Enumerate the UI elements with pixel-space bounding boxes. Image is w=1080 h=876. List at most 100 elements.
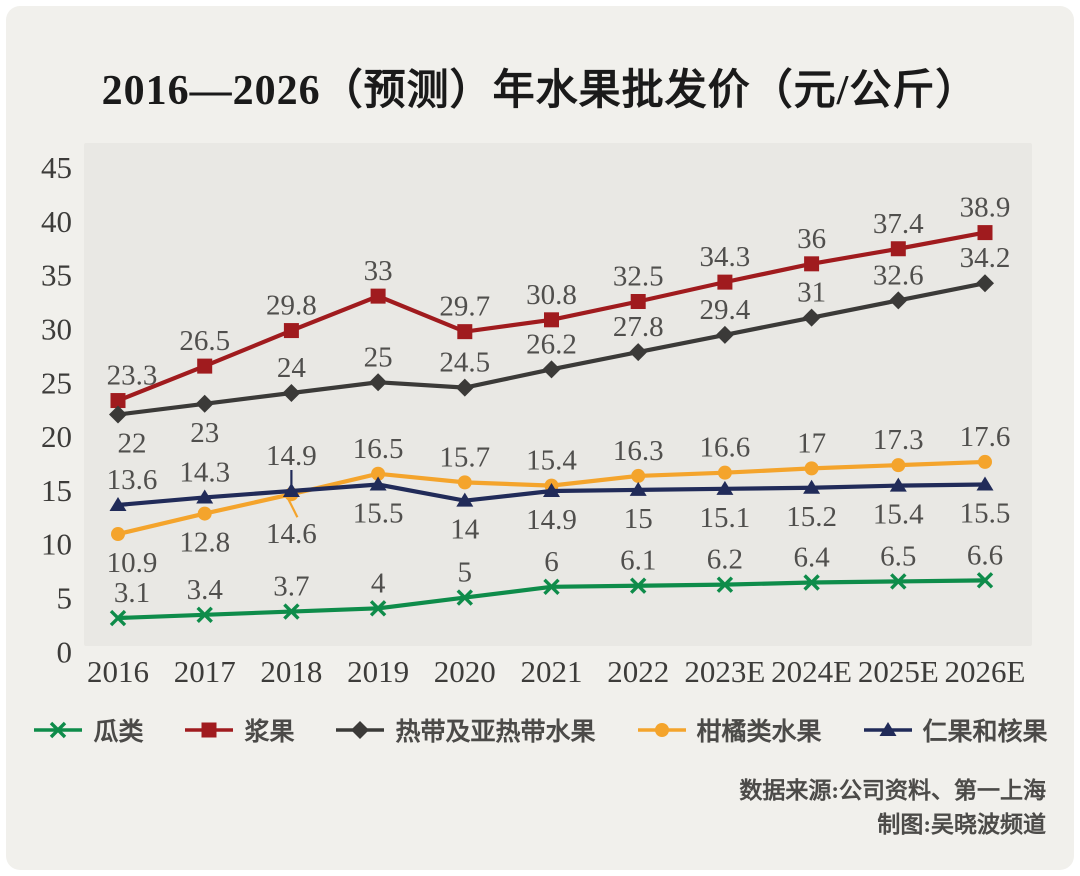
data-point-label: 12.8 xyxy=(179,527,230,559)
data-point-label: 27.8 xyxy=(613,311,664,343)
legend-marker-triangle-icon xyxy=(863,722,912,736)
data-point-label: 13.6 xyxy=(107,464,158,496)
data-point-label: 6.1 xyxy=(620,545,656,577)
data-point-label: 16.3 xyxy=(613,435,664,467)
data-point-marker-triangle xyxy=(803,479,821,494)
data-point-label: 24.5 xyxy=(439,347,490,379)
legend-marker-x-icon xyxy=(34,721,83,739)
data-point-marker-square xyxy=(370,288,386,304)
chart-legend: 瓜类 浆果 热带及亚热带水果 柑橘类水果 仁果和核果 xyxy=(0,712,1080,748)
data-point-marker-square xyxy=(201,722,217,738)
data-point-label: 32.5 xyxy=(613,261,664,293)
data-point-label: 34.3 xyxy=(700,241,751,273)
x-axis-tick-label: 2017 xyxy=(174,654,236,689)
data-point-marker-x xyxy=(109,609,127,627)
data-point-marker-circle xyxy=(371,466,386,481)
data-point-label: 6 xyxy=(544,546,559,578)
y-axis-tick-label: 0 xyxy=(57,634,73,669)
data-point-label: 6.4 xyxy=(793,541,830,573)
data-point-label: 3.7 xyxy=(273,571,309,603)
data-point-marker-diamond xyxy=(889,291,908,310)
data-point-label: 14 xyxy=(450,514,480,546)
y-axis-tick-label: 15 xyxy=(41,473,72,508)
data-point-marker-circle xyxy=(111,527,125,542)
legend-label: 热带及亚热带水果 xyxy=(395,719,596,746)
data-point-label: 15.1 xyxy=(700,502,751,534)
data-point-marker-x xyxy=(283,603,300,620)
data-point-marker-circle xyxy=(654,723,669,737)
x-axis-tick-label: 2026E xyxy=(945,654,1026,689)
data-point-label: 17 xyxy=(797,427,826,459)
x-axis-tick-label: 2021 xyxy=(521,654,583,689)
x-axis-tick-label: 2025E xyxy=(858,654,939,689)
data-point-marker-triangle xyxy=(879,722,897,736)
source-note: 数据来源:公司资料、第一上海 制图:吴晓波频道 xyxy=(739,774,1046,842)
data-point-marker-triangle xyxy=(109,496,127,511)
data-point-label: 16.5 xyxy=(353,433,404,465)
y-axis-tick-label: 40 xyxy=(41,204,72,239)
data-point-label: 37.4 xyxy=(873,208,924,240)
data-point-label: 3.1 xyxy=(114,577,150,609)
data-point-marker-triangle xyxy=(369,476,387,491)
data-point-marker-circle xyxy=(891,458,906,473)
data-point-label: 14.6 xyxy=(266,518,317,550)
series-3: 10.9 12.8 14.6 16.5 15.7 15.4 16.3 16.6 17 17.3 17… xyxy=(107,421,1011,579)
data-point-marker-x xyxy=(50,721,67,739)
data-point-marker-x xyxy=(890,573,907,590)
data-point-label: 6.2 xyxy=(707,544,743,576)
data-point-label: 38.9 xyxy=(960,192,1011,224)
data-point-label: 15 xyxy=(624,503,653,535)
x-axis-tick-label: 2020 xyxy=(434,654,496,689)
data-point-label: 22 xyxy=(118,428,147,460)
data-point-marker-square xyxy=(197,358,213,374)
data-point-label: 29.7 xyxy=(439,291,490,323)
data-point-marker-triangle xyxy=(716,480,734,495)
data-point-marker-x xyxy=(629,577,647,594)
chart-title: 2016—2026（预测）年水果批发价（元/公斤） xyxy=(101,68,979,114)
legend-marker-square-icon xyxy=(185,722,234,738)
data-point-marker-triangle xyxy=(543,482,560,497)
data-point-marker-triangle xyxy=(282,482,300,497)
data-point-marker-diamond xyxy=(455,378,474,397)
legend-item-0: 瓜类 xyxy=(32,712,143,748)
legend-item-2: 热带及亚热带水果 xyxy=(334,712,596,748)
x-axis-tick-label: 2024E xyxy=(771,654,852,689)
legend-item-3: 柑橘类水果 xyxy=(636,712,822,748)
data-point-marker-square xyxy=(717,274,733,290)
data-point-label: 14.9 xyxy=(266,440,317,472)
data-point-marker-square xyxy=(110,393,126,409)
data-point-marker-diamond xyxy=(351,721,370,739)
data-point-marker-diamond xyxy=(715,325,734,344)
data-point-marker-circle xyxy=(717,465,732,480)
data-point-marker-x xyxy=(196,606,213,623)
data-point-label: 15.2 xyxy=(786,501,837,533)
data-point-marker-triangle xyxy=(196,489,214,504)
y-axis-tick-label: 35 xyxy=(41,258,72,293)
data-point-label: 15.5 xyxy=(353,498,404,530)
y-axis-tick-label: 30 xyxy=(41,311,72,346)
data-point-marker-diamond xyxy=(195,394,214,413)
data-point-label: 5 xyxy=(458,557,473,589)
legend-label: 瓜类 xyxy=(93,719,144,746)
data-point-marker-square xyxy=(544,312,559,328)
data-point-label: 4 xyxy=(371,567,386,599)
data-point-label: 15.5 xyxy=(960,498,1011,530)
data-point-marker-diamond xyxy=(629,343,648,362)
data-point-marker-circle xyxy=(631,468,646,483)
data-point-label: 26.2 xyxy=(526,328,577,360)
legend-marker-diamond-icon xyxy=(336,721,385,739)
data-point-label: 32.6 xyxy=(873,259,924,291)
x-axis-tick-label: 2023E xyxy=(684,654,765,689)
data-point-label: 17.3 xyxy=(873,424,924,456)
data-point-marker-square xyxy=(977,225,993,241)
series-1: 23.3 26.5 29.8 33 29.7 30.8 32.5 34.3 36 37.4 38.9 xyxy=(107,192,1011,409)
source-line-1: 数据来源:公司资料、第一上海 xyxy=(739,778,1046,803)
data-point-marker-x xyxy=(543,578,560,596)
data-point-marker-x xyxy=(369,600,387,617)
data-point-marker-square xyxy=(630,294,646,310)
data-point-label: 6.6 xyxy=(967,539,1003,571)
series-0: 3.1 3.4 3.7 4 5 6 6.1 6.2 6.4 6.5 6.6 xyxy=(109,539,1003,627)
data-point-marker-circle xyxy=(804,461,819,476)
data-point-marker-square xyxy=(804,256,820,272)
